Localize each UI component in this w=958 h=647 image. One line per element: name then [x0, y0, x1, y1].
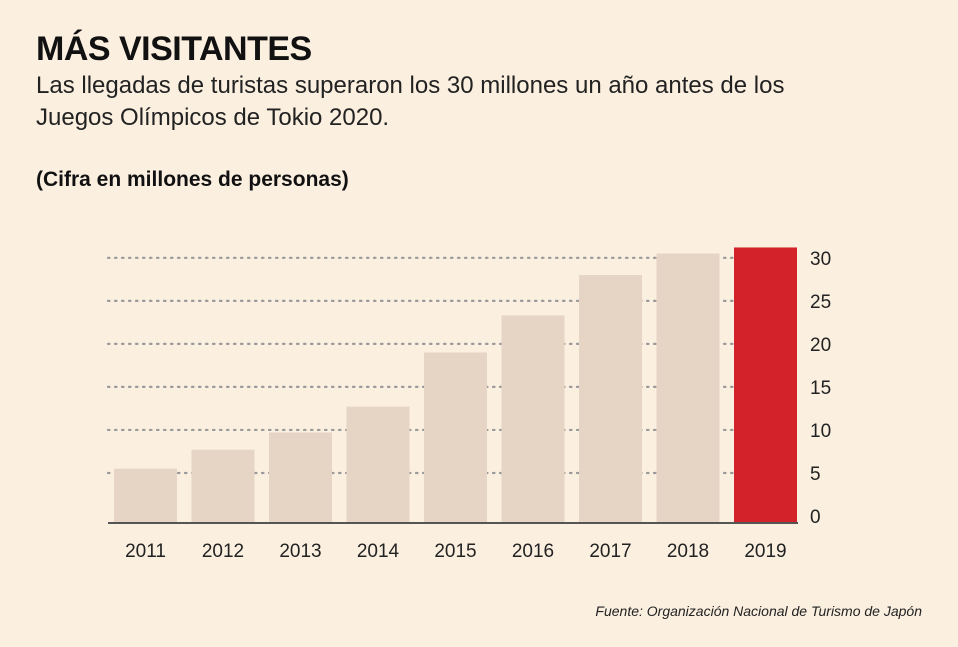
unit-label: (Cifra en millones de personas)	[36, 168, 349, 191]
bars	[114, 247, 797, 522]
bar-2017	[579, 275, 642, 522]
bar-2018	[656, 253, 720, 522]
y-tick-label: 15	[810, 378, 831, 399]
x-tick-label: 2016	[512, 541, 554, 562]
y-tick-label: 10	[810, 421, 831, 442]
y-tick-label: 0	[810, 507, 821, 528]
bar-2015	[424, 352, 487, 522]
chart-subtitle: Las llegadas de turistas superaron los 3…	[36, 72, 785, 131]
x-tick-label: 2013	[279, 541, 321, 562]
x-tick-label: 2014	[357, 541, 400, 562]
x-tick-label: 2018	[667, 541, 709, 562]
bar-2016	[501, 315, 565, 522]
y-tick-label: 25	[810, 292, 831, 313]
x-tick-label: 2015	[434, 541, 476, 562]
bar-2013	[269, 432, 332, 522]
bar-2014	[346, 406, 410, 522]
y-tick-label: 20	[810, 335, 831, 356]
x-tick-label: 2012	[202, 541, 244, 562]
x-tick-label: 2019	[744, 541, 786, 562]
y-tick-label: 5	[810, 464, 821, 485]
axes: 0 5 10 15 20 25 30 2011 2012 2013 2014 2015 2016 2017…	[108, 249, 831, 562]
bar-2012	[191, 449, 255, 522]
y-tick-label: 30	[810, 249, 831, 270]
x-tick-label: 2017	[589, 541, 631, 562]
chart-title: MÁS VISITANTES	[36, 30, 312, 68]
source-note: Fuente: Organización Nacional de Turismo…	[595, 603, 922, 619]
x-tick-label: 2011	[125, 541, 166, 562]
bar-2019	[734, 247, 797, 522]
bar-2011	[114, 468, 177, 522]
